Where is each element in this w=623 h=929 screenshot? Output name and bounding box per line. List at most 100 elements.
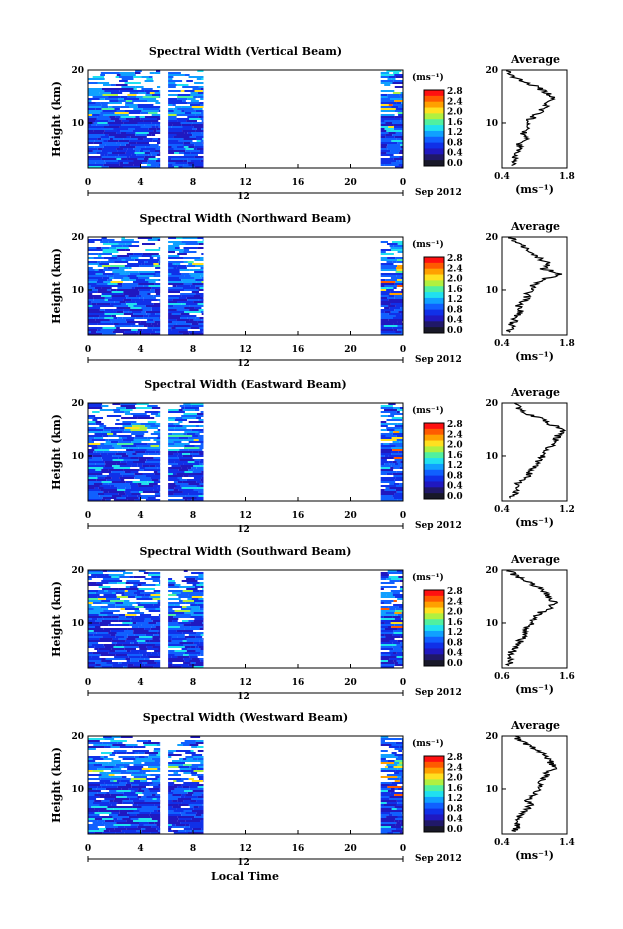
heatmap-cell <box>153 325 161 327</box>
heatmap-cell <box>88 465 105 467</box>
heatmap-cell <box>88 738 105 740</box>
heatmap-cell <box>168 782 175 784</box>
heatmap-cell <box>92 411 100 413</box>
heatmap-cell <box>179 586 195 588</box>
heatmap-cell <box>395 477 403 479</box>
heatmap-cell <box>168 824 172 826</box>
heatmap-cell <box>191 798 204 800</box>
heatmap-cell <box>182 491 199 493</box>
heatmap-cell <box>158 826 161 828</box>
heatmap-cell <box>173 441 182 443</box>
heatmap-cell <box>157 820 161 822</box>
heatmap-cell <box>401 776 403 778</box>
heatmap-cell <box>391 830 402 832</box>
heatmap-cell <box>100 112 115 114</box>
heatmap-cell <box>168 255 180 257</box>
heatmap-cell <box>168 646 185 648</box>
heatmap-cell <box>152 636 161 638</box>
heatmap-cell <box>380 776 398 778</box>
heatmap-cell <box>380 796 390 798</box>
heatmap-cell <box>97 138 102 140</box>
heatmap-cell <box>104 590 108 592</box>
heatmap-cell <box>187 648 196 650</box>
panel-title: Spectral Width (Vertical Beam) <box>149 45 342 58</box>
heatmap-cell <box>199 150 204 152</box>
heatmap-cell <box>94 287 102 289</box>
heatmap-cell <box>158 164 161 166</box>
heatmap-cell <box>118 323 136 325</box>
heatmap-cell <box>117 317 123 319</box>
heatmap-cell <box>168 307 185 309</box>
heatmap-cell <box>193 148 197 150</box>
heatmap-cell <box>190 92 198 94</box>
heatmap-cell <box>197 415 204 417</box>
heatmap-cell <box>125 489 138 491</box>
heatmap-cell <box>395 76 403 78</box>
heatmap-cell <box>192 828 202 830</box>
heatmap-cell <box>179 297 187 299</box>
heatmap-cell <box>88 652 93 654</box>
heatmap-cell <box>145 608 156 610</box>
heatmap-cell <box>380 241 388 243</box>
heatmap-cell <box>92 305 107 307</box>
colorbar-swatch <box>424 119 444 126</box>
heatmap-cell <box>177 481 183 483</box>
heatmap-cell <box>145 94 152 96</box>
heatmap-cell <box>146 646 153 648</box>
heatmap-cell <box>102 333 116 335</box>
heatmap-cell <box>125 259 135 261</box>
heatmap-cell <box>184 146 189 148</box>
heatmap-cell <box>143 794 152 796</box>
heatmap-cell <box>102 243 119 245</box>
heatmap-cell <box>192 471 202 473</box>
heatmap-cell <box>188 664 204 666</box>
average-y-tick-label: 10 <box>485 119 498 129</box>
heatmap-cell <box>147 239 158 241</box>
heatmap-cell <box>168 756 172 758</box>
heatmap-cell <box>137 804 155 806</box>
heatmap-cell <box>141 495 155 497</box>
heatmap-cell <box>392 118 401 120</box>
heatmap-cell <box>145 828 157 830</box>
heatmap-cell <box>184 405 192 407</box>
heatmap-cell <box>114 301 120 303</box>
heatmap-cell <box>132 750 149 752</box>
colorbar-swatch <box>424 297 444 305</box>
colorbar-swatch <box>424 607 444 614</box>
average-x-axis-label: (ms⁻¹) <box>515 350 554 363</box>
x-tick-label: 8 <box>190 678 196 688</box>
average-x-tick-label: 1.8 <box>559 172 575 182</box>
heatmap-cell <box>124 646 139 648</box>
heatmap-cell <box>390 451 399 453</box>
heatmap-cell <box>146 321 155 323</box>
heatmap-cell <box>104 160 118 162</box>
heatmap-cell <box>153 750 161 752</box>
heatmap-cell <box>88 118 97 120</box>
heatmap-cell <box>136 142 149 144</box>
heatmap-cell <box>156 128 161 130</box>
heatmap-cell <box>380 608 390 610</box>
heatmap-cell <box>168 778 182 780</box>
heatmap-cell <box>138 485 154 487</box>
heatmap-cell <box>171 273 182 275</box>
heatmap-cell <box>150 792 158 794</box>
average-profile-line <box>509 402 567 499</box>
heatmap-cell <box>380 160 397 162</box>
heatmap-cell <box>114 112 129 114</box>
heatmap-cell <box>168 265 178 267</box>
heatmap-cell <box>154 804 161 806</box>
colorbar-tick: 2.4 <box>447 97 463 107</box>
heatmap-cell <box>159 317 161 319</box>
heatmap-cell <box>98 128 114 130</box>
heatmap-cell <box>189 118 201 120</box>
heatmap-cell <box>172 806 181 808</box>
heatmap-cell <box>135 792 143 794</box>
heatmap-cell <box>119 576 130 578</box>
heatmap-cell <box>88 624 100 626</box>
heatmap-cell <box>126 321 141 323</box>
heatmap-cell <box>198 766 204 768</box>
heatmap-cell <box>380 742 396 744</box>
average-title: Average <box>510 53 560 66</box>
heatmap-cell <box>398 788 403 790</box>
heatmap-cell <box>123 299 132 301</box>
